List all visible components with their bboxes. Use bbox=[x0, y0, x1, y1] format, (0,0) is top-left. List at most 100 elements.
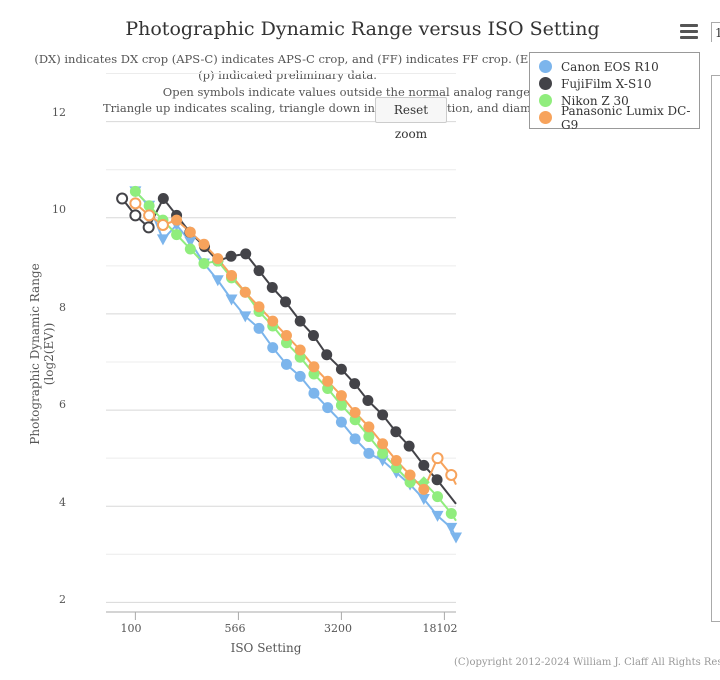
data-point bbox=[362, 394, 374, 406]
y-axis-label: Photographic Dynamic Range (log2(EV)) bbox=[28, 263, 56, 445]
gridlines bbox=[106, 73, 456, 620]
data-point bbox=[225, 250, 237, 262]
data-point-triangle-down bbox=[156, 234, 169, 246]
data-point-triangle-down bbox=[225, 294, 238, 306]
data-point bbox=[403, 440, 415, 452]
data-point bbox=[294, 370, 306, 382]
data-point bbox=[308, 387, 320, 399]
reset-zoom-button[interactable]: Reset zoom bbox=[375, 97, 447, 141]
data-point bbox=[266, 281, 278, 293]
y-tick-label: 10 bbox=[52, 203, 66, 216]
data-point bbox=[129, 185, 141, 197]
x-tick-label: 566 bbox=[224, 622, 246, 635]
legend-label: Canon EOS R10 bbox=[561, 59, 659, 74]
chart-subtitle-line-2: (p) indicated preliminary data. bbox=[198, 68, 377, 82]
chart-subtitle-line-1: (DX) indicates DX crop (APS-C) indicates… bbox=[34, 52, 541, 66]
data-point-open bbox=[445, 468, 458, 481]
data-point bbox=[445, 507, 457, 519]
hamburger-icon[interactable] bbox=[680, 24, 698, 40]
data-point bbox=[349, 378, 361, 390]
series-markers bbox=[116, 185, 462, 544]
data-point-open bbox=[156, 218, 169, 231]
data-point bbox=[335, 363, 347, 375]
legend: Canon EOS R10 FujiFilm X-S10 Nikon Z 30 … bbox=[529, 52, 700, 132]
data-point bbox=[307, 330, 319, 342]
data-point bbox=[418, 459, 430, 471]
data-point bbox=[349, 433, 361, 445]
data-point bbox=[418, 483, 430, 495]
y-tick-label: 4 bbox=[59, 496, 66, 509]
data-point bbox=[253, 322, 265, 334]
data-point-open bbox=[143, 209, 156, 222]
data-point-open bbox=[431, 452, 444, 465]
data-point bbox=[267, 315, 279, 327]
data-point bbox=[377, 409, 389, 421]
legend-item-nikon[interactable]: Nikon Z 30 bbox=[530, 92, 699, 109]
data-point-open bbox=[142, 221, 155, 234]
data-point bbox=[280, 358, 292, 370]
legend-marker bbox=[539, 94, 552, 107]
data-point-triangle-down bbox=[239, 311, 252, 323]
data-point-triangle-down bbox=[450, 532, 462, 544]
data-point bbox=[280, 296, 292, 308]
data-point-open bbox=[116, 192, 129, 205]
data-point bbox=[171, 229, 183, 241]
data-point bbox=[184, 226, 196, 238]
legend-item-panasonic[interactable]: Panasonic Lumix DC-G9 bbox=[530, 104, 699, 132]
x-tick-label: 100 bbox=[120, 622, 142, 635]
y-tick-label: 6 bbox=[59, 398, 66, 411]
legend-item-fujifilm[interactable]: FujiFilm X-S10 bbox=[530, 75, 699, 92]
legend-label: Nikon Z 30 bbox=[561, 93, 629, 108]
data-point-triangle-down bbox=[431, 510, 444, 522]
data-point-open bbox=[129, 209, 142, 222]
y-tick-label: 2 bbox=[59, 593, 66, 606]
side-panel bbox=[711, 75, 720, 622]
data-point bbox=[404, 469, 416, 481]
data-point bbox=[390, 455, 402, 467]
legend-item-canon[interactable]: Canon EOS R10 bbox=[530, 58, 699, 75]
data-point bbox=[308, 361, 320, 373]
data-point bbox=[321, 349, 333, 361]
chart-subtitle-line-3: Open symbols indicate values outside the… bbox=[162, 85, 530, 99]
x-tick-label: 3200 bbox=[324, 622, 352, 635]
data-point bbox=[240, 248, 252, 260]
legend-marker bbox=[539, 60, 552, 73]
data-point bbox=[363, 447, 375, 459]
data-point bbox=[253, 265, 265, 277]
side-panel-tab[interactable]: 1 bbox=[711, 22, 720, 42]
data-point bbox=[294, 315, 306, 327]
data-point-open bbox=[129, 197, 142, 210]
data-point bbox=[143, 200, 155, 212]
data-point bbox=[322, 375, 334, 387]
data-point bbox=[226, 269, 238, 281]
x-tick-label: 18102 bbox=[422, 622, 458, 635]
legend-marker bbox=[539, 77, 552, 90]
data-point bbox=[363, 421, 375, 433]
data-point bbox=[335, 399, 347, 411]
legend-marker bbox=[539, 111, 552, 124]
data-point bbox=[294, 344, 306, 356]
data-point bbox=[280, 330, 292, 342]
data-point bbox=[239, 286, 251, 298]
data-point bbox=[335, 416, 347, 428]
data-point-triangle-down bbox=[184, 236, 197, 248]
data-point bbox=[253, 301, 265, 313]
data-point-triangle-down bbox=[211, 275, 224, 287]
chart-subtitle-line-4a: Triangle up indicates scaling, triangle … bbox=[103, 101, 404, 115]
data-point bbox=[335, 390, 347, 402]
data-point bbox=[212, 253, 224, 265]
data-point bbox=[349, 406, 361, 418]
data-point bbox=[390, 426, 402, 438]
data-point bbox=[377, 438, 389, 450]
data-point-triangle-down bbox=[417, 494, 430, 506]
data-point-triangle-down bbox=[445, 522, 458, 534]
y-tick-label: 8 bbox=[59, 301, 66, 314]
data-point bbox=[198, 257, 210, 269]
y-tick-label: 12 bbox=[52, 106, 66, 119]
data-point-triangle-down bbox=[376, 455, 389, 467]
chart-title: Photographic Dynamic Range versus ISO Se… bbox=[125, 18, 600, 40]
data-point bbox=[157, 193, 169, 205]
data-point bbox=[198, 238, 210, 250]
data-point bbox=[171, 214, 183, 226]
